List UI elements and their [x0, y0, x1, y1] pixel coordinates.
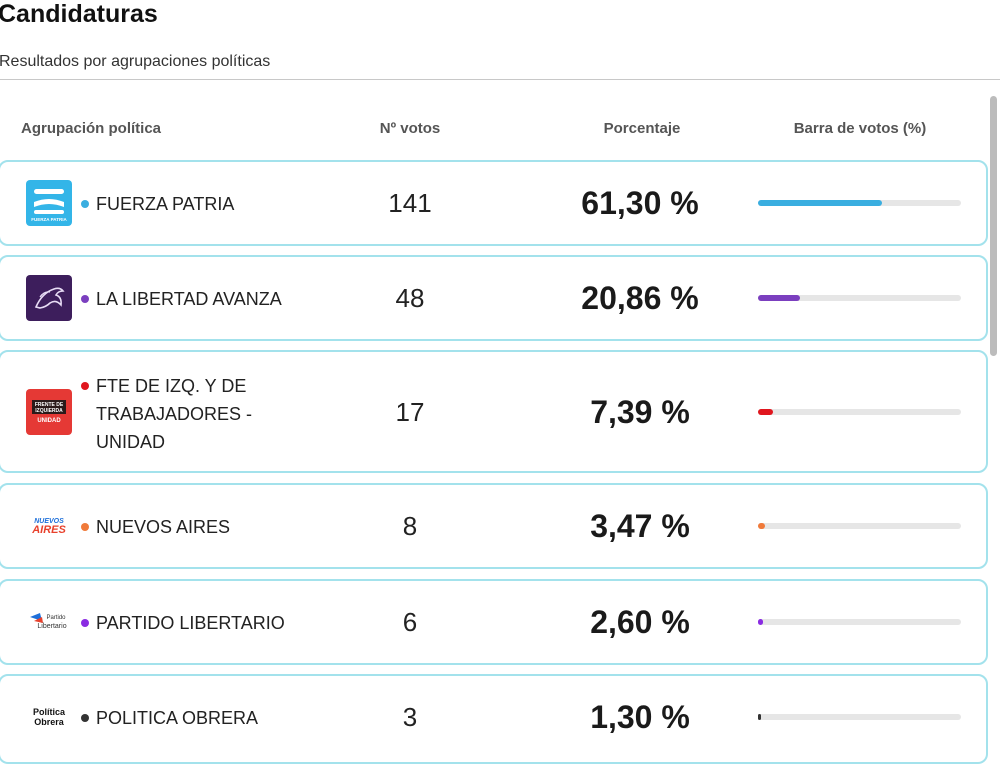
column-header-percent: Porcentaje	[603, 120, 681, 137]
frente-izquierda-logo-icon: FRENTE DE IZQUIERDA UNIDAD	[26, 389, 72, 435]
vote-count: 3	[402, 702, 418, 732]
vote-percentage: 2,60 %	[590, 604, 690, 640]
vote-bar	[758, 523, 961, 529]
svg-text:Obrera: Obrera	[34, 717, 65, 727]
divider	[0, 79, 1000, 80]
svg-text:UNIDAD: UNIDAD	[37, 418, 61, 424]
svg-text:NUEVOS: NUEVOS	[34, 518, 64, 525]
party-name-label: FTE DE IZQ. Y DE TRABAJADORES - UNIDAD	[96, 376, 253, 452]
column-header-name: Agrupación política	[21, 120, 162, 137]
vote-bar-fill	[758, 523, 766, 529]
vote-percentage: 7,39 %	[590, 394, 690, 430]
politica-obrera-logo-icon: Política Obrera	[26, 694, 72, 740]
vote-bar	[758, 295, 961, 301]
vote-bar-fill	[758, 619, 764, 625]
vote-percentage: 20,86 %	[581, 280, 699, 316]
nuevos-aires-logo-icon: NUEVOS AIRES	[26, 503, 72, 549]
party-name: PARTIDO LIBERTARIO	[81, 609, 341, 637]
page-subtitle: Resultados por agrupaciones políticas	[0, 53, 271, 70]
party-color-dot	[81, 382, 89, 390]
party-name: FTE DE IZQ. Y DE TRABAJADORES - UNIDAD	[81, 372, 341, 456]
svg-text:FUERZA PATRIA: FUERZA PATRIA	[31, 217, 67, 222]
vote-bar-fill	[758, 409, 773, 415]
party-color-dot	[81, 523, 89, 531]
column-header-bar: Barra de votos (%)	[793, 120, 927, 137]
party-name-label: POLITICA OBRERA	[96, 708, 259, 728]
vote-bar	[758, 619, 961, 625]
column-header-votes: Nº votos	[379, 120, 441, 137]
vote-count: 48	[395, 283, 425, 313]
party-name-label: FUERZA PATRIA	[96, 194, 235, 214]
vote-bar	[758, 409, 961, 415]
lion-logo-icon	[26, 275, 72, 321]
partido-libertario-logo-icon: Partido Libertario	[26, 599, 72, 645]
table-row[interactable]: FRENTE DE IZQUIERDA UNIDAD FTE DE IZQ. Y…	[0, 350, 988, 473]
vote-percentage: 61,30 %	[581, 185, 699, 221]
vote-count: 6	[402, 607, 418, 637]
vote-percentage: 1,30 %	[590, 699, 690, 735]
svg-text:AIRES: AIRES	[31, 524, 66, 536]
vote-bar	[758, 200, 961, 206]
vote-count: 8	[402, 511, 418, 541]
svg-text:FRENTE DE: FRENTE DE	[35, 402, 64, 408]
party-color-dot	[81, 619, 89, 627]
table-row[interactable]: Política Obrera POLITICA OBRERA 3 1,30 %	[0, 674, 988, 764]
svg-text:Libertario: Libertario	[37, 623, 66, 630]
vote-percentage: 3,47 %	[590, 508, 690, 544]
table-row[interactable]: LA LIBERTAD AVANZA 48 20,86 %	[0, 255, 988, 341]
party-name: FUERZA PATRIA	[81, 190, 341, 218]
table-row[interactable]: FUERZA PATRIA FUERZA PATRIA 141 61,30 %	[0, 160, 988, 246]
party-color-dot	[81, 295, 89, 303]
svg-text:IZQUIERDA: IZQUIERDA	[35, 408, 63, 414]
vote-bar-fill	[758, 295, 801, 301]
vote-bar-fill	[758, 714, 761, 720]
party-name-label: LA LIBERTAD AVANZA	[96, 289, 282, 309]
vote-count: 17	[395, 397, 425, 427]
party-name: POLITICA OBRERA	[81, 704, 341, 732]
party-color-dot	[81, 200, 89, 208]
svg-text:Partido: Partido	[46, 615, 66, 621]
scrollbar[interactable]	[990, 96, 997, 356]
party-name-label: NUEVOS AIRES	[96, 517, 231, 537]
party-color-dot	[81, 714, 89, 722]
table-row[interactable]: Partido Libertario PARTIDO LIBERTARIO 6 …	[0, 579, 988, 665]
svg-text:Política: Política	[33, 707, 66, 717]
vote-bar	[758, 714, 961, 720]
page-title: Candidaturas	[0, 0, 158, 28]
vote-bar-fill	[758, 200, 883, 206]
vote-count: 141	[388, 188, 432, 218]
table-row[interactable]: NUEVOS AIRES NUEVOS AIRES 8 3,47 %	[0, 483, 988, 569]
fuerza-patria-logo-icon: FUERZA PATRIA	[26, 180, 72, 226]
party-name: LA LIBERTAD AVANZA	[81, 285, 341, 313]
party-name: NUEVOS AIRES	[81, 513, 341, 541]
party-name-label: PARTIDO LIBERTARIO	[96, 613, 285, 633]
